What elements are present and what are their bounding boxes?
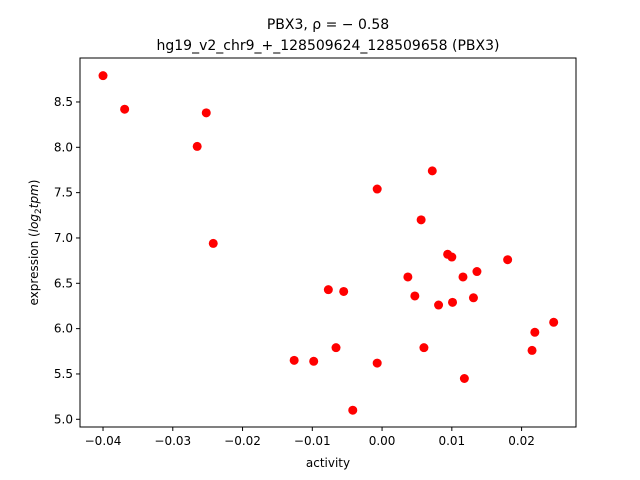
data-point-24 [468, 293, 478, 303]
data-point-5 [289, 355, 299, 365]
x-tick-label-2: −0.02 [224, 434, 261, 448]
chart-title-line2: hg19_v2_chr9_+_128509624_128509658 (PBX3… [157, 38, 500, 54]
y-tick-label-0: 5.0 [54, 412, 73, 426]
x-tick-label-1: −0.03 [154, 434, 191, 448]
y-tick-label-3: 6.5 [54, 276, 73, 290]
data-point-6 [309, 356, 319, 366]
data-point-17 [427, 166, 437, 176]
data-point-8 [331, 343, 341, 353]
data-point-3 [192, 141, 202, 151]
data-point-12 [372, 184, 382, 194]
data-point-1 [120, 104, 130, 114]
x-tick-label-4: 0.00 [369, 434, 396, 448]
y-axis-label: expression (log2tpm) [27, 180, 44, 306]
y-tick-label-5: 7.5 [54, 186, 73, 200]
x-tick-label-5: 0.01 [438, 434, 465, 448]
y-axis-ticks: 5.0 5.5 6.0 6.5 7.0 7.5 8.0 8.5 [54, 95, 80, 426]
data-points [98, 71, 559, 415]
x-axis-ticks: −0.04 −0.03 −0.02 −0.01 0.00 0.01 0.02 [85, 427, 535, 448]
x-tick-label-3: −0.01 [294, 434, 331, 448]
y-tick-label-6: 8.0 [54, 140, 73, 154]
data-point-16 [419, 343, 429, 353]
data-point-26 [503, 255, 513, 265]
data-point-0 [98, 71, 108, 81]
y-tick-label-7: 8.5 [54, 95, 73, 109]
y-tick-label-1: 5.5 [54, 367, 73, 381]
data-point-13 [403, 272, 413, 282]
data-point-10 [348, 405, 358, 415]
plot-frame [79, 57, 577, 428]
x-tick-label-0: −0.04 [85, 434, 122, 448]
x-axis-label: activity [306, 456, 350, 470]
data-point-20 [447, 252, 457, 262]
x-tick-label-6: 0.02 [508, 434, 535, 448]
data-point-15 [416, 215, 426, 225]
data-point-2 [201, 108, 211, 118]
data-point-23 [459, 373, 469, 383]
data-point-18 [434, 300, 444, 310]
data-point-29 [549, 317, 559, 327]
data-point-4 [208, 238, 218, 248]
data-point-28 [530, 327, 540, 337]
data-point-27 [527, 345, 537, 355]
chart-title-line1: PBX3, ρ = − 0.58 [267, 17, 389, 33]
data-point-7 [323, 285, 333, 295]
data-point-25 [472, 267, 482, 277]
data-point-21 [448, 297, 458, 307]
data-point-14 [410, 291, 420, 301]
data-point-11 [372, 358, 382, 368]
y-tick-label-4: 7.0 [54, 231, 73, 245]
data-point-22 [458, 272, 468, 282]
data-point-9 [339, 286, 349, 296]
y-tick-label-2: 6.0 [54, 322, 73, 336]
